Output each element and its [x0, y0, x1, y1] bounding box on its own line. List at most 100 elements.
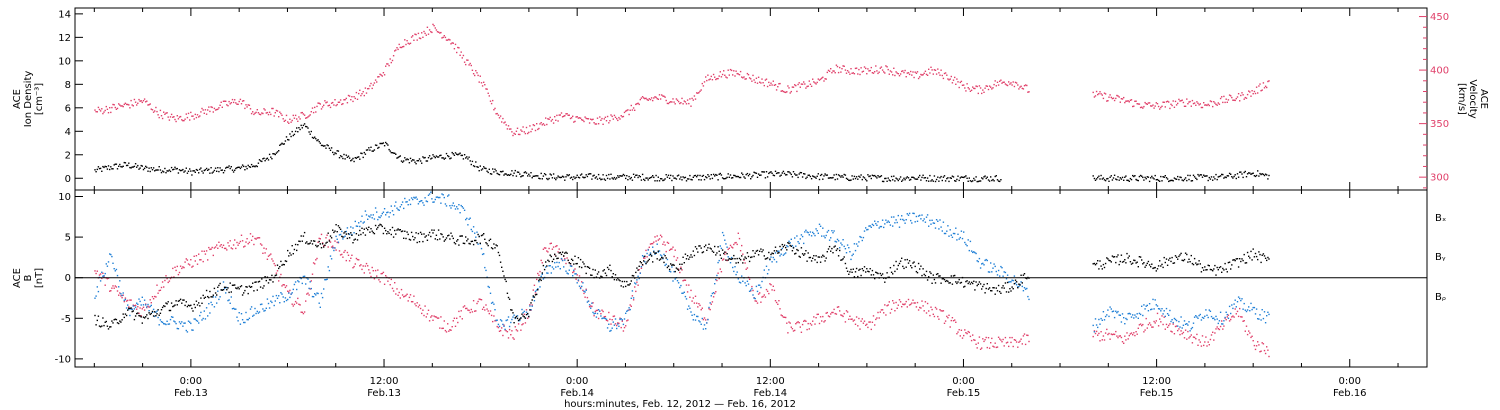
bz-series-point — [556, 245, 558, 247]
by-series-point — [492, 301, 494, 304]
density-series-point — [524, 171, 527, 173]
bz-series-point — [797, 321, 799, 323]
density-series-point — [813, 175, 815, 178]
bz-series-point — [449, 329, 451, 331]
velocity-series-point — [383, 74, 386, 76]
bx-series-point — [822, 254, 824, 256]
bz-series-point — [281, 285, 283, 287]
bx-series-point — [534, 294, 537, 296]
bx-series-point — [941, 278, 943, 280]
bz-series-point — [735, 241, 737, 244]
velocity-series-point — [691, 97, 693, 100]
by-series-point — [846, 244, 849, 246]
bz-series-point — [443, 320, 445, 322]
by-series-point — [890, 216, 893, 218]
density-series-point — [504, 173, 506, 175]
bx-series-point — [648, 258, 650, 261]
bz-series-point — [378, 279, 380, 281]
bx-series-point — [515, 315, 518, 318]
velocity-series-point — [1191, 99, 1194, 102]
by-series-point — [321, 296, 324, 299]
velocity-series-point — [1019, 86, 1021, 88]
velocity-series-point — [1170, 103, 1172, 105]
bz-series-point — [773, 289, 776, 292]
by-series-point — [653, 250, 655, 252]
by-series-point — [1022, 290, 1025, 292]
bz-series-point — [852, 320, 854, 322]
velocity-series-point — [235, 102, 237, 104]
velocity-series-point — [130, 99, 132, 102]
velocity-series-point — [367, 88, 369, 90]
bz-series-point — [381, 272, 383, 275]
by-series-point — [1126, 318, 1128, 321]
density-series-point — [371, 150, 373, 152]
bx-series-point — [1266, 259, 1268, 262]
bx-series-point — [127, 309, 129, 311]
bx-series-point — [668, 268, 671, 271]
by-series-point — [1251, 308, 1253, 311]
bz-series-point — [1224, 317, 1226, 319]
velocity-series-point — [1166, 100, 1169, 102]
by-series-point — [552, 268, 555, 270]
velocity-series-point — [1125, 100, 1127, 102]
by-series-point — [452, 202, 454, 204]
density-series-point — [204, 169, 207, 171]
density-series-point — [1181, 179, 1183, 181]
bx-series-point — [597, 271, 600, 273]
bz-series-point — [657, 239, 659, 241]
by-series-point — [698, 320, 700, 322]
velocity-series-point — [1259, 83, 1261, 85]
bx-series-point — [778, 252, 780, 254]
velocity-series-point — [498, 117, 501, 119]
density-series-point — [996, 179, 999, 181]
by-series-point — [692, 319, 694, 321]
by-series-point — [973, 251, 975, 253]
velocity-series-point — [1146, 103, 1148, 105]
bx-series-point — [717, 246, 719, 248]
density-series-point — [709, 178, 711, 180]
density-series-point — [739, 176, 742, 179]
by-series-point — [870, 226, 872, 228]
density-series-point — [777, 172, 779, 174]
velocity-series-point — [268, 111, 271, 113]
by-series-point — [933, 222, 936, 224]
bz-series-point — [1014, 339, 1017, 341]
density-series-point — [931, 179, 933, 181]
velocity-series-point — [493, 109, 495, 111]
bx-series-point — [1100, 265, 1102, 267]
bz-series-point — [789, 322, 791, 324]
density-series-point — [656, 180, 658, 182]
by-series-point — [1228, 305, 1231, 308]
density-series-point — [523, 171, 525, 174]
velocity-series-point — [299, 118, 301, 120]
density-series-point — [639, 176, 641, 178]
bz-series-point — [1198, 339, 1200, 341]
bz-series-point — [427, 309, 430, 311]
density-series-point — [1224, 176, 1226, 178]
bz-series-point — [915, 306, 918, 308]
bx-series-point — [753, 255, 755, 258]
velocity-series-point — [830, 68, 832, 70]
velocity-series-point — [808, 80, 810, 82]
bz-series-point — [1183, 337, 1186, 339]
density-series-point — [478, 170, 480, 172]
bx-series-point — [1127, 257, 1129, 259]
velocity-series-point — [309, 114, 311, 116]
by-series-point — [632, 297, 635, 299]
bx-series-point — [1240, 260, 1242, 263]
by-series-point — [1255, 308, 1258, 310]
bz-series-point — [174, 266, 176, 268]
bx-series-point — [1137, 266, 1139, 268]
bx-series-point — [457, 239, 459, 241]
density-series-point — [1212, 179, 1214, 181]
bz-series-point — [970, 339, 973, 342]
bz-series-point — [527, 317, 529, 319]
bx-series-point — [1189, 261, 1191, 263]
by-series-point — [690, 311, 692, 313]
bz-series-point — [869, 321, 871, 323]
density-series-point — [969, 180, 972, 182]
bz-series-point — [1210, 334, 1213, 336]
density-series-point — [1241, 173, 1243, 175]
by-series-point — [1002, 275, 1004, 277]
bz-series-point — [808, 328, 810, 330]
